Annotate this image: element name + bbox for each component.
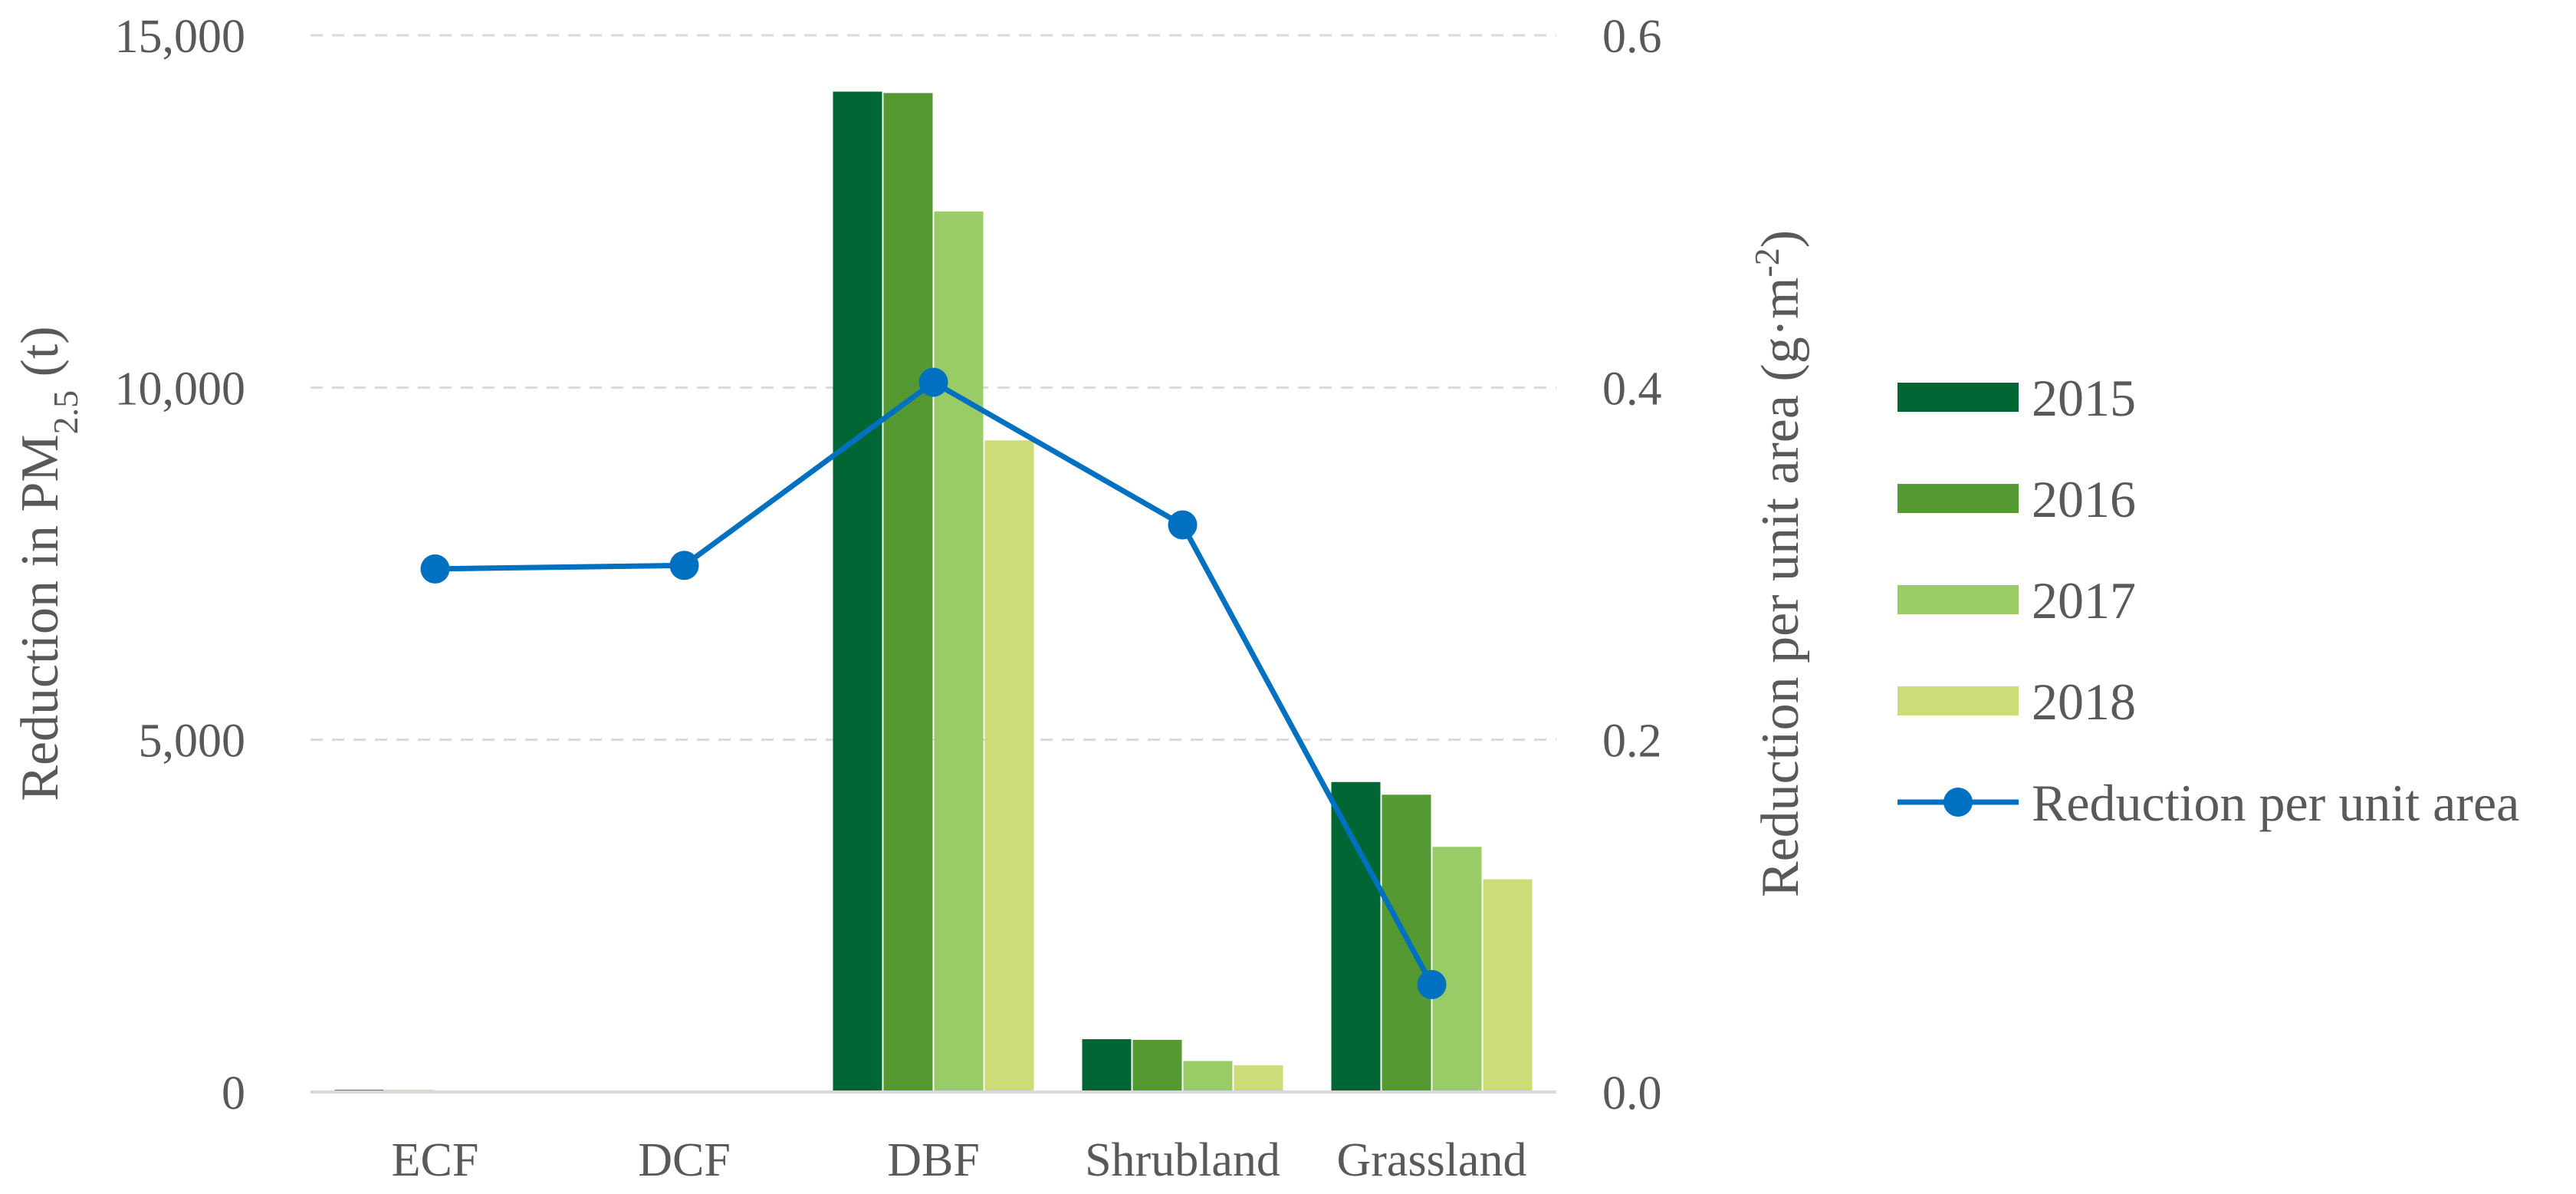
left-tick-label: 15,000 (115, 11, 246, 63)
category-label-shrubland: Shrubland (1085, 1134, 1280, 1186)
left-tick-label: 5,000 (139, 715, 246, 768)
category-label-dcf: DCF (638, 1134, 731, 1186)
right-tick-label: 0.6 (1602, 11, 1662, 63)
left-axis-title-unit: (t) (11, 326, 70, 390)
line-point-dcf (670, 551, 699, 580)
legend-swatch-marker (1944, 788, 1973, 817)
line-point-dbf (919, 367, 948, 396)
category-label-dbf: DBF (887, 1134, 980, 1186)
legend-swatch-2018 (1898, 686, 2019, 715)
bar-2017-grassland (1433, 847, 1482, 1092)
right-axis-title-close: ) (1751, 230, 1810, 248)
line-reduction-per-unit-area (435, 382, 1432, 984)
right-axis-title-superscript: -2 (1747, 248, 1786, 277)
legend-swatch-2017 (1898, 585, 2019, 614)
left-axis-title: Reduction in PM2.5 (t) (11, 326, 85, 801)
left-axis-title-main: Reduction in PM (11, 434, 70, 801)
bar-2018-shrubland (1234, 1065, 1283, 1092)
left-tick-label: 0 (222, 1067, 245, 1120)
bar-2015-shrubland (1083, 1039, 1132, 1092)
right-axis-title-main: Reduction per unit area (g·m (1751, 278, 1810, 898)
line-series (421, 367, 1447, 998)
bar-2018-grassland (1484, 880, 1533, 1092)
category-label-ecf: ECF (392, 1134, 479, 1186)
right-tick-label: 0.0 (1602, 1067, 1662, 1120)
right-tick-label: 0.4 (1602, 363, 1662, 415)
bar-2016-dbf (884, 93, 933, 1092)
line-point-ecf (421, 554, 450, 584)
legend: 2015 2016 2017 2018 Reduction per unit area (1898, 369, 2519, 832)
line-point-shrubland (1168, 510, 1198, 539)
right-tick-label: 0.2 (1602, 715, 1662, 768)
legend-label-2018: 2018 (2032, 673, 2136, 731)
legend-swatch-2015 (1898, 383, 2019, 412)
category-labels: ECF DCF DBF Shrubland Grassland (392, 1134, 1527, 1186)
line-point-grassland (1418, 970, 1447, 999)
bar-2017-shrubland (1184, 1061, 1233, 1092)
left-axis-ticks: 0 5,000 10,000 15,000 (115, 11, 246, 1120)
legend-label-2017: 2017 (2032, 571, 2136, 630)
legend-label-reduction-per-unit-area: Reduction per unit area (2032, 774, 2519, 832)
bar-2017-dbf (935, 212, 984, 1092)
category-label-grassland: Grassland (1337, 1134, 1527, 1186)
legend-label-2016: 2016 (2032, 470, 2136, 528)
right-axis-title: Reduction per unit area (g·m-2) (1747, 230, 1811, 897)
bar-2015-dbf (833, 91, 882, 1092)
left-axis-title-subscript: 2.5 (46, 390, 85, 435)
legend-label-2015: 2015 (2032, 369, 2136, 427)
bar-2016-shrubland (1133, 1040, 1182, 1092)
bar-2018-dbf (985, 440, 1034, 1092)
bar-2015-grassland (1332, 782, 1381, 1092)
bars (335, 91, 1533, 1092)
right-axis-ticks: 0.0 0.2 0.4 0.6 (1602, 11, 1662, 1120)
legend-swatch-2016 (1898, 484, 2019, 513)
left-tick-label: 10,000 (115, 363, 246, 415)
